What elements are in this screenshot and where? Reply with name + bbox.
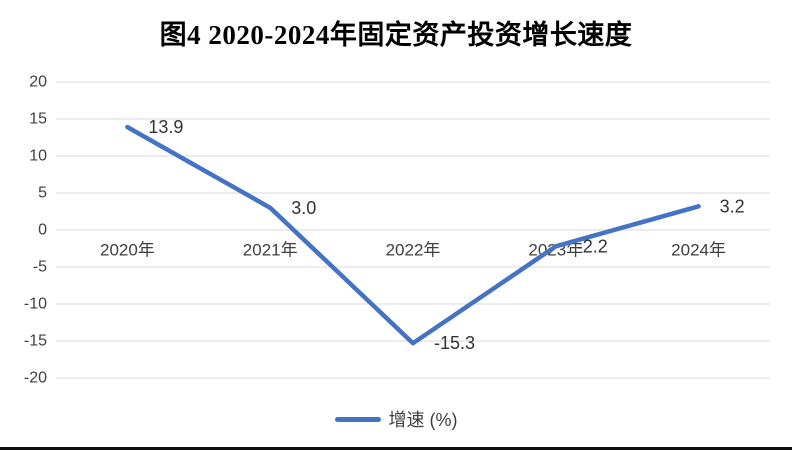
data-label: 3.0 [291, 198, 316, 218]
data-label: -15.3 [434, 333, 475, 353]
x-category-label: 2024年 [671, 241, 726, 260]
y-tick-label: -20 [24, 370, 47, 387]
y-tick-label: -5 [33, 259, 47, 276]
x-category-label: 2021年 [243, 241, 298, 260]
y-tick-label: 20 [29, 74, 47, 91]
data-label: 13.9 [148, 117, 183, 137]
x-category-label: 2020年 [100, 241, 155, 260]
chart-title: 图4 2020-2024年固定资产投资增长速度 [159, 20, 633, 50]
data-label: -2.2 [577, 236, 608, 256]
y-tick-label: -10 [24, 296, 47, 313]
y-tick-label: -15 [24, 333, 47, 350]
data-label: 3.2 [720, 196, 745, 216]
bottom-border-line [0, 447, 792, 450]
y-tick-label: 5 [38, 185, 47, 202]
y-tick-label: 10 [29, 148, 47, 165]
legend-label: 增速 (%) [388, 410, 458, 430]
series-line [125, 124, 701, 346]
x-category-label: 2022年 [386, 241, 441, 260]
y-tick-label: 15 [29, 111, 47, 128]
chart-legend: 增速 (%) [0, 407, 792, 431]
legend-line-marker [334, 416, 381, 422]
y-tick-label: 0 [38, 222, 47, 239]
